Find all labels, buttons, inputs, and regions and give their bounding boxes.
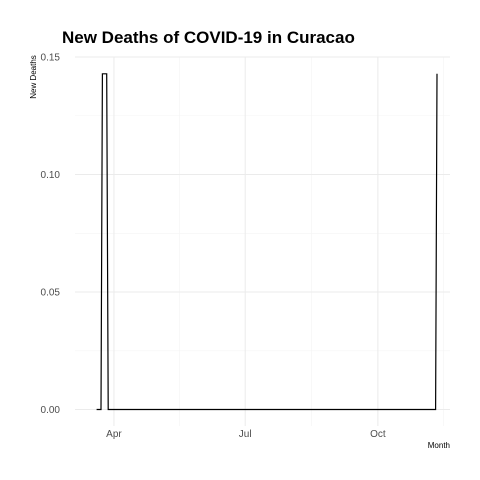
- x-tick-label: Apr: [106, 429, 122, 440]
- series-lines: [96, 73, 438, 411]
- y-tick-label: 0.00: [41, 405, 61, 416]
- y-axis-title: New Deaths: [29, 55, 38, 99]
- x-axis-title: Month: [428, 441, 450, 450]
- chart-title: New Deaths of COVID-19 in Curacao: [62, 28, 355, 47]
- grid: [75, 56, 450, 426]
- x-axis-ticks: Apr Jul Oct: [106, 429, 386, 440]
- x-tick-label: Oct: [370, 429, 386, 440]
- y-tick-label: 0.05: [41, 288, 61, 299]
- series-line: [96, 73, 438, 411]
- y-axis-ticks: 0.00 0.05 0.10 0.15: [41, 53, 61, 417]
- x-tick-label: Jul: [239, 429, 252, 440]
- y-tick-label: 0.10: [41, 170, 61, 181]
- y-tick-label: 0.15: [41, 53, 61, 64]
